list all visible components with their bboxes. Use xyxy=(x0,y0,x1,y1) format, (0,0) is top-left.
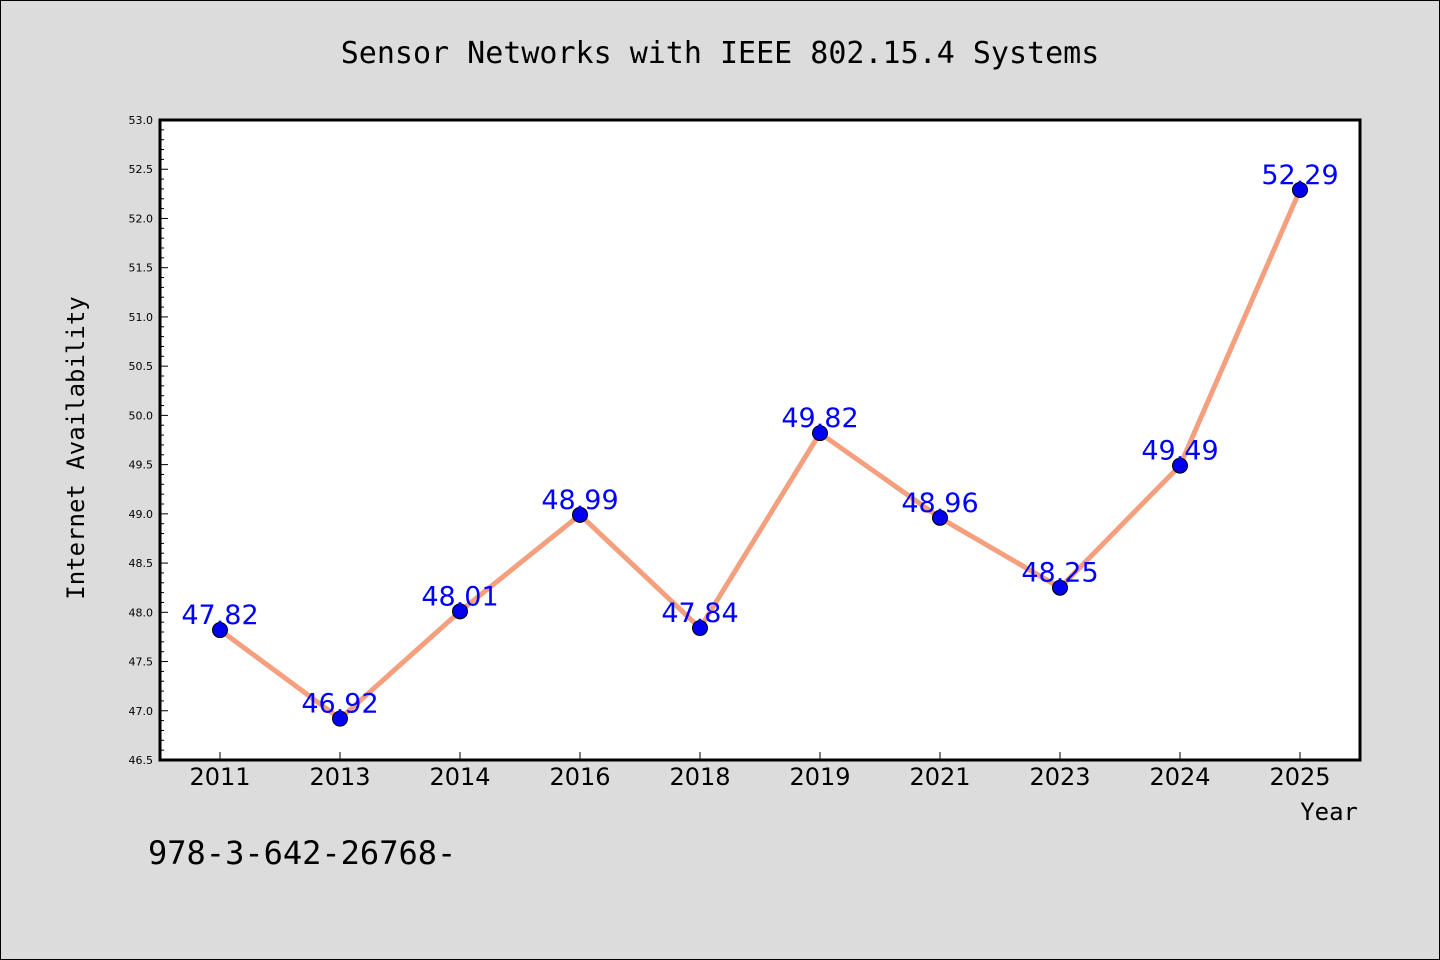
plot-border xyxy=(158,118,1362,762)
data-label: 48.96 xyxy=(901,488,978,519)
data-label: 47.84 xyxy=(661,598,738,629)
y-tick-label: 48.5 xyxy=(129,557,154,570)
data-label: 48.99 xyxy=(541,485,618,516)
y-tick-label: 47.5 xyxy=(129,656,154,669)
y-axis-label: Internet Availability xyxy=(62,296,90,599)
x-tick-label: 2024 xyxy=(1149,763,1210,791)
data-point xyxy=(572,506,588,523)
y-tick-label: 52.5 xyxy=(129,163,154,176)
x-tick-label: 2023 xyxy=(1029,763,1090,791)
data-label: 46.92 xyxy=(301,689,378,720)
data-point xyxy=(1292,181,1308,198)
footnote-isbn: 978-3-642-26768- xyxy=(148,834,456,872)
y-tick-label: 46.5 xyxy=(129,754,154,767)
y-tick-label: 47.0 xyxy=(129,705,154,718)
x-tick-label: 2018 xyxy=(669,763,730,791)
chart-title: Sensor Networks with IEEE 802.15.4 Syste… xyxy=(341,36,1100,71)
data-label: 48.25 xyxy=(1021,558,1098,589)
data-label: 48.01 xyxy=(421,581,498,612)
data-point xyxy=(332,710,348,727)
series-line xyxy=(217,187,1303,722)
data-point xyxy=(452,603,468,620)
data-point xyxy=(1172,457,1188,474)
data-labels: 47.82 46.92 48.01 48.99 47.84 49.82 48.96 48.25… xyxy=(181,160,1338,720)
y-tick-label: 51.5 xyxy=(129,262,154,275)
data-point xyxy=(1052,579,1068,596)
data-label: 49.49 xyxy=(1141,436,1218,467)
x-tick-label: 2025 xyxy=(1269,763,1330,791)
x-tick-label: 2021 xyxy=(909,763,970,791)
y-tick-label: 51.0 xyxy=(129,311,154,324)
x-tick-label: 2014 xyxy=(429,763,490,791)
data-point xyxy=(212,622,228,639)
y-tick-label: 48.0 xyxy=(129,606,154,619)
series-group xyxy=(212,181,1308,727)
y-tick-label: 49.5 xyxy=(129,459,154,472)
x-axis: 2011 2013 2014 2016 2018 2019 2021 2023 2024 2025 xyxy=(189,752,1331,791)
x-tick-label: 2013 xyxy=(309,763,370,791)
y-tick-label: 50.0 xyxy=(129,409,154,422)
data-point xyxy=(692,620,708,637)
data-label: 52.29 xyxy=(1261,160,1338,191)
plot-area xyxy=(160,120,1360,760)
data-label: 49.82 xyxy=(781,403,858,434)
y-axis: 46.5 47.0 47.5 48.0 48.5 49.0 49.5 50.0 50.5 51.0… xyxy=(129,114,168,767)
data-point xyxy=(812,425,828,442)
y-tick-label: 53.0 xyxy=(129,114,154,127)
x-tick-label: 2019 xyxy=(789,763,850,791)
x-tick-label: 2011 xyxy=(189,763,250,791)
y-tick-label: 52.0 xyxy=(129,212,154,225)
x-tick-label: 2016 xyxy=(549,763,610,791)
data-label: 47.82 xyxy=(181,600,258,631)
data-point xyxy=(932,509,948,526)
x-axis-label: Year xyxy=(1300,798,1358,826)
y-tick-label: 50.5 xyxy=(129,360,154,373)
y-tick-label: 49.0 xyxy=(129,508,154,521)
